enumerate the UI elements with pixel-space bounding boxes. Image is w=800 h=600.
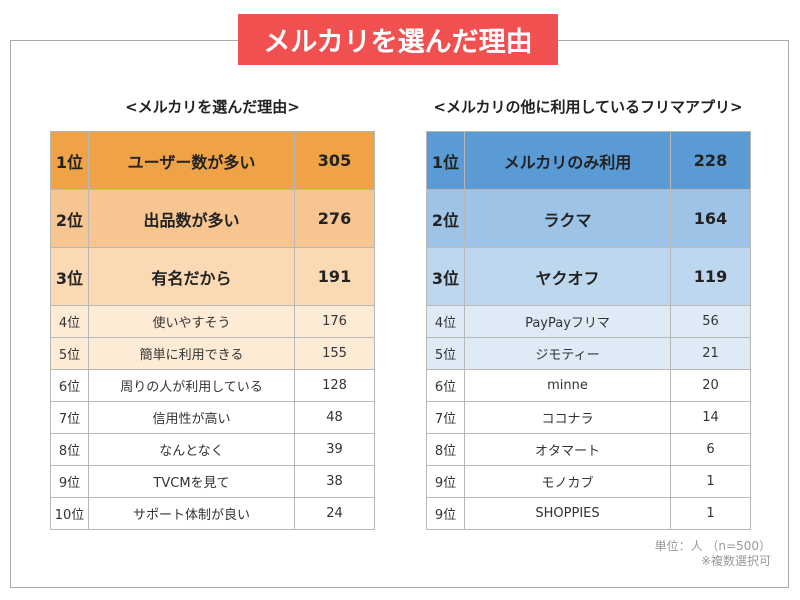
rank-cell: 8位: [426, 433, 465, 466]
table-row: 2位 ラクマ 164: [426, 189, 751, 248]
label-cell: ユーザー数が多い: [88, 131, 295, 190]
label-cell: なんとなく: [88, 433, 295, 466]
rank-cell: 2位: [426, 189, 465, 248]
value-cell: 1: [670, 465, 751, 498]
label-cell: TVCMを見て: [88, 465, 295, 498]
table-row: 1位 ユーザー数が多い 305: [50, 131, 375, 190]
table-row: 4位 使いやすそう 176: [50, 305, 375, 338]
value-cell: 228: [670, 131, 751, 190]
rank-cell: 1位: [426, 131, 465, 190]
label-cell: 信用性が高い: [88, 401, 295, 434]
rank-cell: 9位: [426, 465, 465, 498]
reasons-table: 1位 ユーザー数が多い 305 2位 出品数が多い 276 3位 有名だから 191 4位 使いやす…: [50, 131, 375, 530]
table-row: 7位 ココナラ 14: [426, 401, 751, 434]
rank-cell: 9位: [50, 465, 89, 498]
rank-cell: 7位: [426, 401, 465, 434]
rank-cell: 5位: [50, 337, 89, 370]
table-row: 8位 オタマート 6: [426, 433, 751, 466]
table-row: 4位 PayPayフリマ 56: [426, 305, 751, 338]
rank-cell: 7位: [50, 401, 89, 434]
label-cell: オタマート: [464, 433, 671, 466]
right-table-title: <メルカリの他に利用しているフリマアプリ>: [433, 98, 743, 116]
value-cell: 38: [294, 465, 375, 498]
value-cell: 155: [294, 337, 375, 370]
value-cell: 164: [670, 189, 751, 248]
value-cell: 20: [670, 369, 751, 402]
table-row: 3位 ヤクオフ 119: [426, 247, 751, 306]
rank-cell: 1位: [50, 131, 89, 190]
value-cell: 191: [294, 247, 375, 306]
label-cell: ココナラ: [464, 401, 671, 434]
label-cell: 出品数が多い: [88, 189, 295, 248]
value-cell: 305: [294, 131, 375, 190]
table-row: 6位 minne 20: [426, 369, 751, 402]
rank-cell: 4位: [50, 305, 89, 338]
value-cell: 14: [670, 401, 751, 434]
label-cell: 有名だから: [88, 247, 295, 306]
rank-cell: 4位: [426, 305, 465, 338]
rank-cell: 6位: [426, 369, 465, 402]
table-row: 10位 サポート体制が良い 24: [50, 497, 375, 530]
label-cell: メルカリのみ利用: [464, 131, 671, 190]
rank-cell: 3位: [426, 247, 465, 306]
table-row: 2位 出品数が多い 276: [50, 189, 375, 248]
value-cell: 21: [670, 337, 751, 370]
table-row: 1位 メルカリのみ利用 228: [426, 131, 751, 190]
label-cell: 周りの人が利用している: [88, 369, 295, 402]
table-row: 9位 TVCMを見て 38: [50, 465, 375, 498]
value-cell: 56: [670, 305, 751, 338]
value-cell: 24: [294, 497, 375, 530]
value-cell: 176: [294, 305, 375, 338]
value-cell: 48: [294, 401, 375, 434]
value-cell: 119: [670, 247, 751, 306]
label-cell: ラクマ: [464, 189, 671, 248]
multi-select-note: ※複数選択可: [700, 554, 771, 568]
page-title: メルカリを選んだ理由: [238, 14, 558, 65]
label-cell: SHOPPIES: [464, 497, 671, 530]
rank-cell: 8位: [50, 433, 89, 466]
label-cell: 簡単に利用できる: [88, 337, 295, 370]
label-cell: ジモティー: [464, 337, 671, 370]
label-cell: モノカブ: [464, 465, 671, 498]
label-cell: サポート体制が良い: [88, 497, 295, 530]
rank-cell: 2位: [50, 189, 89, 248]
table-row: 6位 周りの人が利用している 128: [50, 369, 375, 402]
label-cell: minne: [464, 369, 671, 402]
value-cell: 1: [670, 497, 751, 530]
table-row: 3位 有名だから 191: [50, 247, 375, 306]
label-cell: ヤクオフ: [464, 247, 671, 306]
label-cell: 使いやすそう: [88, 305, 295, 338]
left-table-title: <メルカリを選んだ理由>: [125, 98, 300, 116]
other-apps-table: 1位 メルカリのみ利用 228 2位 ラクマ 164 3位 ヤクオフ 119 4位 PayPayフリ…: [426, 131, 751, 530]
rank-cell: 3位: [50, 247, 89, 306]
value-cell: 128: [294, 369, 375, 402]
rank-cell: 9位: [426, 497, 465, 530]
table-row: 7位 信用性が高い 48: [50, 401, 375, 434]
table-row: 8位 なんとなく 39: [50, 433, 375, 466]
value-cell: 276: [294, 189, 375, 248]
rank-cell: 6位: [50, 369, 89, 402]
value-cell: 6: [670, 433, 751, 466]
rank-cell: 5位: [426, 337, 465, 370]
table-row: 5位 簡単に利用できる 155: [50, 337, 375, 370]
label-cell: PayPayフリマ: [464, 305, 671, 338]
table-row: 9位 モノカブ 1: [426, 465, 751, 498]
table-row: 9位 SHOPPIES 1: [426, 497, 751, 530]
table-row: 5位 ジモティー 21: [426, 337, 751, 370]
value-cell: 39: [294, 433, 375, 466]
unit-note: 単位：人 （n=500）: [654, 539, 771, 553]
rank-cell: 10位: [50, 497, 89, 530]
